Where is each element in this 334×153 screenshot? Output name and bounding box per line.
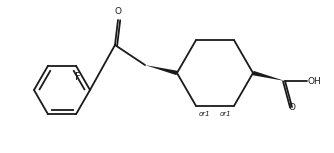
- Text: F: F: [75, 72, 81, 82]
- Text: OH: OH: [308, 76, 322, 86]
- Text: or1: or1: [199, 111, 211, 117]
- Text: O: O: [115, 7, 122, 16]
- Text: or1: or1: [219, 111, 231, 117]
- Polygon shape: [253, 71, 285, 81]
- Text: O: O: [289, 103, 296, 112]
- Polygon shape: [145, 65, 178, 75]
